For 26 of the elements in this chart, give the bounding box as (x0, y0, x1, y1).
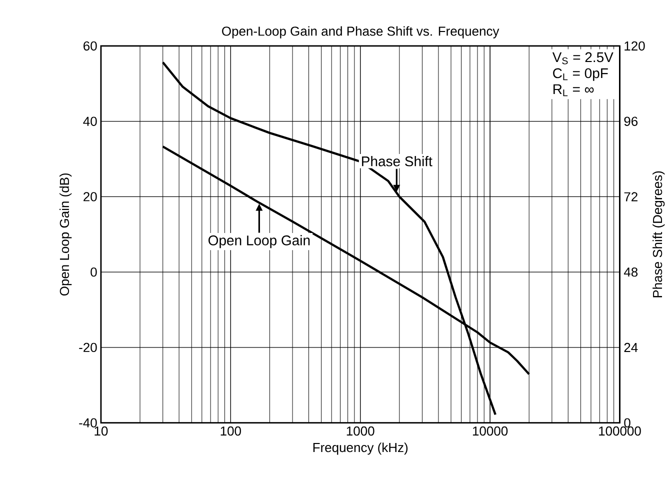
chart-title: Open-Loop Gain and Phase Shift vs. Frequency (222, 26, 500, 38)
x-tick-label: 1000 (346, 426, 374, 436)
y2-tick-label: 24 (624, 343, 638, 352)
annotation: C$_{L}$ = 0pF (553, 68, 608, 82)
legend-label: Open Loop Gain (208, 235, 310, 248)
x-tick-label: 100000 (599, 426, 641, 436)
y-tick-label: -20 (79, 342, 97, 352)
y-tick-label: 60 (84, 41, 97, 51)
y2-tick-label: 96 (624, 116, 638, 126)
y-tick-label: -40 (79, 418, 97, 428)
series-label: Phase Shift (362, 156, 432, 166)
y-tick-label: 40 (83, 116, 97, 126)
y2-tick-label: 72 (624, 192, 638, 202)
y-tick-label: 20 (84, 192, 97, 202)
x-axis-title: Frequency (kHz) (313, 442, 408, 455)
x-tick-label: 10000 (472, 426, 508, 436)
y2-axis-title: Phase Shift (Degrees) (652, 171, 665, 298)
annotation: R$_{L}$ = ∞ (554, 84, 594, 96)
x-tick-label: 100 (220, 426, 241, 436)
y2-tick-label: 0 (624, 418, 630, 428)
y-tick-label: 0 (90, 268, 97, 277)
x-tick-label: 10 (94, 426, 108, 436)
annotation: V$_{S}$ = 2.5V (552, 52, 614, 64)
y-axis-title: Open Loop Gain (dB) (60, 174, 72, 296)
y2-tick-label: 48 (624, 268, 638, 277)
y2-tick-label: 120 (624, 41, 645, 51)
